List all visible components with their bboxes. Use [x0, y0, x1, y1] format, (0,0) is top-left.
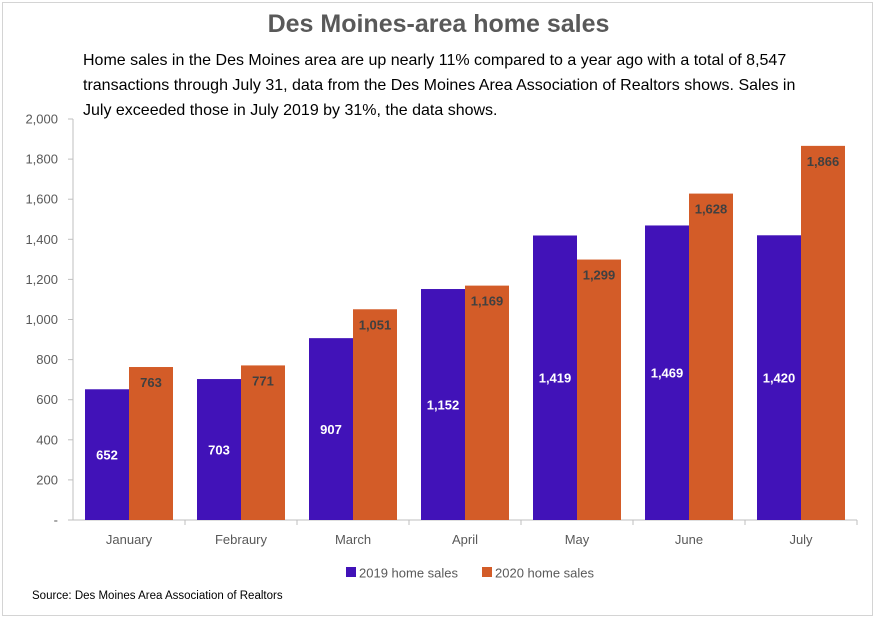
data-label: 763: [140, 375, 162, 390]
legend-swatch: [482, 567, 492, 577]
y-tick-label: 800: [36, 352, 58, 367]
legend-label: 2019 home sales: [359, 566, 459, 581]
x-category-label: January: [106, 532, 153, 547]
data-label: 652: [96, 448, 118, 463]
bar-2020: [689, 193, 733, 520]
bar-2020: [241, 365, 285, 520]
data-label: 1,051: [359, 317, 392, 332]
bar-2020: [465, 285, 509, 520]
data-label: 1,169: [471, 294, 504, 309]
y-tick-label: 1,800: [25, 152, 58, 167]
bar-2020: [353, 309, 397, 520]
y-tick-label: 1,600: [25, 192, 58, 207]
y-tick-label: 1,400: [25, 232, 58, 247]
bar-2019: [197, 379, 241, 520]
y-tick-label: 200: [36, 472, 58, 487]
bar-2019: [85, 389, 129, 520]
chart-source: Source: Des Moines Area Association of R…: [32, 590, 283, 602]
bar-2019: [421, 289, 465, 520]
x-category-label: May: [565, 532, 590, 547]
x-category-label: March: [335, 532, 371, 547]
y-tick-label: 2,000: [25, 112, 58, 127]
data-label: 1,469: [651, 366, 684, 381]
data-label: 1,299: [583, 268, 616, 283]
data-label: 1,152: [427, 398, 460, 413]
x-category-label: July: [789, 532, 813, 547]
data-label: 1,420: [763, 371, 796, 386]
data-label: 1,628: [695, 202, 728, 217]
data-label: 703: [208, 443, 230, 458]
y-tick-label: 600: [36, 392, 58, 407]
data-label: 907: [320, 422, 342, 437]
data-label: 1,866: [807, 154, 840, 169]
legend-label: 2020 home sales: [495, 566, 595, 581]
x-category-label: June: [675, 532, 703, 547]
bar-2019: [533, 235, 577, 521]
y-tick-label: 1,200: [25, 272, 58, 287]
x-category-label: April: [452, 532, 478, 547]
y-tick-label: 400: [36, 432, 58, 447]
data-label: 1,419: [539, 371, 572, 386]
bar-2020: [129, 367, 173, 520]
chart-title: Des Moines-area home sales: [267, 10, 610, 38]
bar-2020: [801, 145, 845, 520]
bar-2019: [309, 338, 353, 520]
x-category-label: Febraury: [215, 532, 268, 547]
bar-2020: [577, 259, 621, 520]
legend-swatch: [346, 567, 356, 577]
y-tick-label: -: [54, 513, 58, 528]
chart-subtitle: Home sales in the Des Moines area are up…: [83, 52, 796, 119]
data-label: 771: [252, 373, 274, 388]
bar-2019: [645, 225, 689, 520]
bar-2019: [757, 235, 801, 521]
y-tick-label: 1,000: [25, 312, 58, 327]
